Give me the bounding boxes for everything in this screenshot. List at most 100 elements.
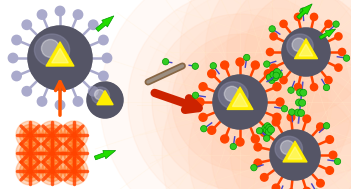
Circle shape [326,136,333,143]
Circle shape [37,97,47,106]
Circle shape [317,123,324,131]
Circle shape [299,99,306,106]
Circle shape [180,0,351,178]
Circle shape [273,68,280,75]
Circle shape [221,61,229,69]
Circle shape [268,77,275,84]
Circle shape [260,129,268,136]
Circle shape [196,98,204,106]
Circle shape [294,109,302,116]
Circle shape [236,58,244,66]
Circle shape [55,100,65,110]
Ellipse shape [212,50,332,160]
Circle shape [310,13,318,20]
Ellipse shape [34,34,69,66]
Circle shape [264,61,270,67]
Circle shape [128,0,351,189]
Circle shape [64,143,85,163]
Circle shape [213,75,267,129]
Circle shape [94,90,105,100]
Circle shape [264,127,271,134]
Circle shape [192,92,199,98]
Circle shape [73,97,83,106]
Circle shape [288,87,294,93]
Circle shape [224,86,239,101]
Circle shape [280,20,287,27]
Circle shape [300,8,306,14]
Ellipse shape [92,87,110,104]
Circle shape [41,125,62,146]
Circle shape [269,26,275,32]
Circle shape [323,122,330,129]
Circle shape [317,179,324,187]
Circle shape [266,48,273,56]
Circle shape [163,59,169,65]
Circle shape [41,160,62,181]
Circle shape [102,53,112,63]
Circle shape [264,123,271,130]
Circle shape [256,128,263,134]
Circle shape [99,71,108,81]
Circle shape [60,157,88,185]
Circle shape [270,130,320,180]
Circle shape [343,55,350,61]
Circle shape [213,75,267,129]
Circle shape [276,71,283,78]
Circle shape [20,160,40,181]
Circle shape [38,139,66,167]
Circle shape [272,74,279,81]
Circle shape [12,71,21,81]
Circle shape [45,128,59,142]
Polygon shape [96,16,114,32]
Ellipse shape [218,82,248,109]
Circle shape [282,28,330,76]
Circle shape [20,143,40,163]
Circle shape [329,151,337,159]
Circle shape [292,38,305,52]
Polygon shape [297,4,312,19]
Circle shape [88,20,98,29]
Circle shape [23,164,37,178]
Circle shape [272,184,280,189]
Circle shape [254,143,261,151]
Circle shape [338,48,346,56]
Polygon shape [46,42,74,66]
Ellipse shape [167,8,351,189]
Circle shape [267,126,274,133]
Ellipse shape [190,29,351,181]
Circle shape [303,115,311,123]
Circle shape [276,98,284,106]
Circle shape [334,158,341,165]
Circle shape [60,121,88,149]
Circle shape [22,87,32,96]
Circle shape [64,125,85,146]
Circle shape [172,34,308,170]
Circle shape [251,164,257,171]
Circle shape [251,135,259,143]
Polygon shape [288,147,302,159]
Circle shape [67,128,81,142]
Circle shape [272,118,280,126]
Circle shape [296,99,303,106]
Circle shape [335,64,342,71]
Circle shape [260,174,268,181]
Ellipse shape [230,66,314,144]
Circle shape [199,83,207,91]
Circle shape [16,139,44,167]
Circle shape [325,20,332,27]
Circle shape [227,0,351,131]
Circle shape [45,146,59,160]
Circle shape [323,84,330,91]
Circle shape [55,6,65,16]
Circle shape [294,13,302,20]
Circle shape [38,121,66,149]
Circle shape [41,40,59,57]
Circle shape [8,53,18,63]
Circle shape [303,187,311,189]
Circle shape [230,90,351,189]
Circle shape [264,70,272,78]
Circle shape [280,77,287,84]
Ellipse shape [142,0,351,189]
Circle shape [88,87,98,96]
Ellipse shape [287,34,313,58]
